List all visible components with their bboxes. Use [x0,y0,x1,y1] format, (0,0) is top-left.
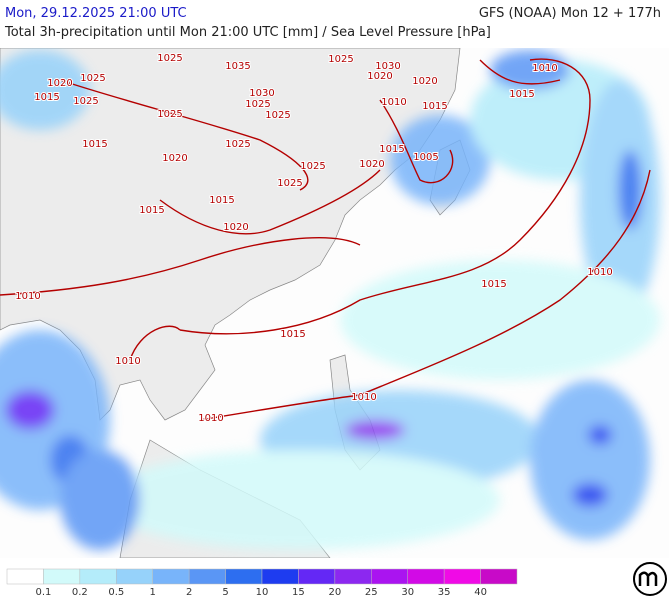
isobar-label: 1020 [162,153,187,164]
isobar-label: 1035 [225,61,250,72]
legend-label: 1 [150,587,156,598]
isobar-label: 1015 [209,195,234,206]
legend-label: 0.5 [108,587,124,598]
datetime: Mon, 29.12.2025 21:00 UTC [5,6,187,21]
legend-label: 0.2 [72,587,88,598]
isobar-label: 1015 [34,92,59,103]
isobar-label: 1020 [412,76,437,87]
isobar-label: 1025 [300,161,325,172]
isobar-label: 1015 [509,89,534,100]
legend-label: 20 [328,587,341,598]
isobar-label: 1025 [265,110,290,121]
legend-swatch [371,568,408,585]
legend-label: 25 [365,587,378,598]
isobar-label: 1020 [47,78,72,89]
legend: 0.1 0.2 0.5 1 2 5 10 15 20 25 30 35 40 [6,568,518,598]
isobar-label: 1025 [245,99,270,110]
legend-label: 10 [256,587,269,598]
legend-swatch [79,568,117,585]
isobar-label: 1025 [80,73,105,84]
isobar-label: 1030 [249,88,274,99]
isobar-label: 1015 [280,329,305,340]
isobar-label: 1010 [115,356,140,367]
legend-label: 40 [474,587,487,598]
isobar-label: 1025 [157,53,182,64]
isobar-label: 1025 [277,178,302,189]
isobars [0,58,651,421]
isobar-label: 1020 [359,159,384,170]
isobar-label: 1025 [225,139,250,150]
isobar-label: 1010 [587,267,612,278]
legend-label: 15 [292,587,305,598]
legend-swatch [43,568,81,585]
isobar-label: 1010 [381,97,406,108]
isobar-label: 1015 [379,144,404,155]
isobar-label: 1015 [139,205,164,216]
isobar-label: 1030 [375,61,400,72]
isobar-label: 1005 [413,152,438,163]
isobar-label: 1025 [73,96,98,107]
isobar-label: 1010 [15,291,40,302]
legend-label: 2 [186,587,192,598]
isobar-label: 1025 [328,54,353,65]
subtitle: Total 3h-precipitation until Mon 21:00 U… [5,25,491,40]
legend-swatch [261,568,299,585]
isobar-label: 1010 [198,413,223,424]
legend-swatch [480,568,518,585]
isobar-label: 1015 [481,279,506,290]
model-run: GFS (NOAA) Mon 12 + 177h [478,6,661,21]
isobar-label: 1025 [157,109,182,120]
legend-label: 0.1 [35,587,51,598]
legend-swatch [6,568,44,585]
legend-swatch [443,568,481,585]
isobar-label: 1020 [223,222,248,233]
isobar-label: 1010 [351,392,376,403]
isobar-label: 1015 [422,101,447,112]
legend-swatch [407,568,445,585]
isobar-label: 1010 [532,63,557,74]
legend-swatch [188,568,226,585]
isobar-label: 1020 [367,71,392,82]
legend-swatch [334,568,372,585]
legend-swatch [298,568,336,585]
legend-label: 5 [222,587,228,598]
isobar-label: 1015 [82,139,107,150]
legend-label: 30 [401,587,414,598]
legend-label: 35 [438,587,451,598]
logo [633,562,667,596]
legend-swatch [225,568,263,585]
legend-swatch [152,568,190,585]
legend-swatch [116,568,153,585]
